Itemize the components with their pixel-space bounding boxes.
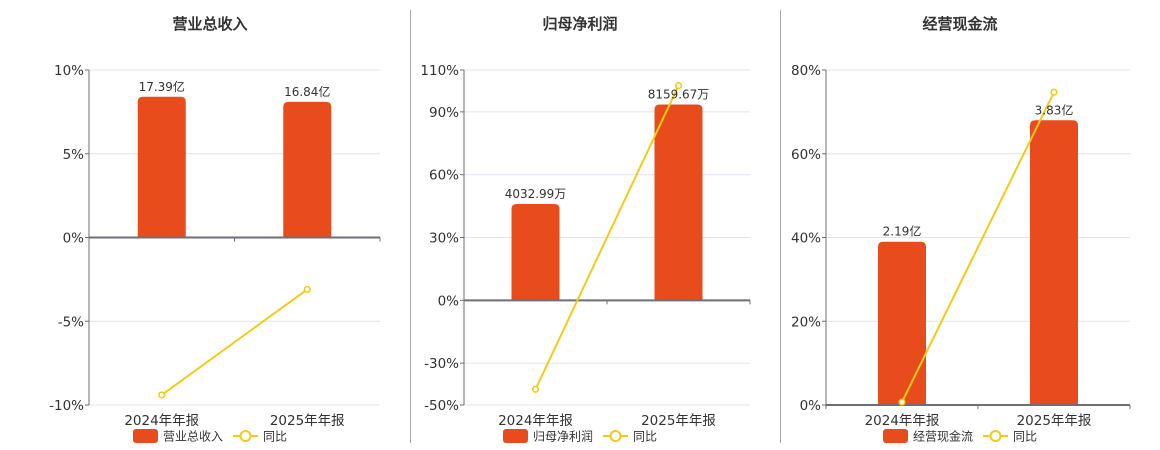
bar-value-label: 2.19亿 <box>883 224 922 239</box>
legend-bar-swatch[interactable] <box>503 429 528 443</box>
legend-line-marker-icon[interactable] <box>609 430 622 442</box>
bar-value-label: 16.84亿 <box>284 84 330 99</box>
legend-bar-label[interactable]: 营业总收入 <box>163 430 223 444</box>
yoy-point-marker[interactable] <box>158 391 166 399</box>
y-tick-label: -10% <box>49 398 84 414</box>
yoy-point-marker[interactable] <box>674 82 683 90</box>
legend: 归母净利润 同比 <box>503 429 657 444</box>
y-tick-label: 10% <box>54 63 84 79</box>
yoy-point-marker[interactable] <box>898 398 906 406</box>
y-tick-label: 0% <box>438 293 460 309</box>
y-tick-label: -30% <box>424 356 459 372</box>
legend-bar-label[interactable]: 经营现金流 <box>913 429 973 444</box>
panel-separator-1 <box>410 10 411 443</box>
y-tick-label: 0% <box>63 231 85 247</box>
legend: 经营现金流 同比 <box>883 429 1037 444</box>
bar-value-label: 17.39亿 <box>139 79 185 94</box>
x-tick-label: 2025年年报 <box>270 413 345 429</box>
chart-title: 经营现金流 <box>922 15 997 33</box>
panel-separator-2 <box>780 10 781 443</box>
yoy-point-marker[interactable] <box>1050 88 1058 96</box>
y-tick-label: 60% <box>791 147 821 163</box>
x-tick-label: 2024年年报 <box>498 413 573 429</box>
x-tick-label: 2024年年报 <box>124 413 199 429</box>
chart-title: 营业总收入 <box>172 15 247 33</box>
yoy-line <box>534 85 680 390</box>
y-tick-label: -5% <box>58 314 84 330</box>
bar[interactable] <box>654 104 703 301</box>
legend-line-marker-icon[interactable] <box>989 430 1002 442</box>
bar[interactable] <box>1030 120 1078 405</box>
legend-line-label[interactable]: 同比 <box>633 430 657 444</box>
x-tick-label: 2024年年报 <box>865 413 940 429</box>
x-tick-label: 2025年年报 <box>1017 413 1092 429</box>
bar[interactable] <box>283 101 332 238</box>
y-tick-label: 90% <box>429 105 459 121</box>
bar-value-label: 8159.67万 <box>648 88 710 102</box>
legend-bar-label[interactable]: 归母净利润 <box>533 430 593 444</box>
bar[interactable] <box>137 96 186 238</box>
legend-line-marker-icon[interactable] <box>239 430 252 442</box>
chart-operating-cashflow: 经营现金流 80% 60% 40% 20% 0% 2024年年报 2025年年报… <box>791 15 1131 444</box>
y-tick-label: 30% <box>429 231 459 247</box>
chart-revenue: 营业总收入 10% 5% 0% -5% -10% 2024年年报 2025年年报… <box>49 15 381 444</box>
y-tick-label: 0% <box>800 398 822 414</box>
bar[interactable] <box>511 204 560 301</box>
legend-bar-swatch[interactable] <box>133 429 158 443</box>
bar-value-label: 4032.99万 <box>505 187 567 201</box>
y-tick-label: 110% <box>420 63 459 79</box>
yoy-point-marker[interactable] <box>531 385 540 393</box>
y-tick-label: 20% <box>791 314 821 330</box>
yoy-point-marker[interactable] <box>303 285 311 294</box>
legend: 营业总收入 同比 <box>133 429 287 444</box>
y-tick-label: 80% <box>791 63 821 79</box>
y-tick-label: 5% <box>63 147 85 163</box>
bar-value-label: 3.83亿 <box>1035 102 1074 117</box>
yoy-line <box>901 91 1055 403</box>
legend-line-label[interactable]: 同比 <box>1013 430 1037 444</box>
bar[interactable] <box>878 241 926 405</box>
chart-title: 归母净利润 <box>542 15 617 33</box>
legend-line-label[interactable]: 同比 <box>263 430 287 444</box>
y-tick-label: 60% <box>429 168 459 184</box>
yoy-line <box>161 288 308 396</box>
legend-bar-swatch[interactable] <box>883 429 908 443</box>
y-tick-label: 40% <box>791 231 821 247</box>
chart-net-profit: 归母净利润 110% 90% 60% 30% 0% -30% -50% 2024… <box>420 15 751 444</box>
y-tick-label: -50% <box>424 398 459 414</box>
x-tick-label: 2025年年报 <box>641 413 716 429</box>
